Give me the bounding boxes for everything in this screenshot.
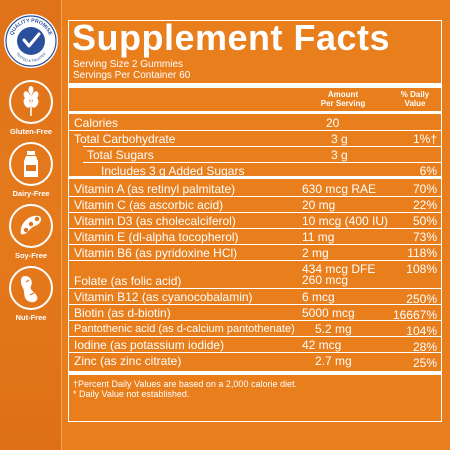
nutrient-amount: 10 mcg (400 IU)	[302, 214, 389, 228]
soybean-icon	[20, 215, 42, 235]
gluten-free-badge	[9, 80, 53, 124]
nutrient-amount: 20 mg	[302, 198, 336, 212]
nutrient-amount: 630 mcg RAE	[302, 182, 377, 196]
servings-per-container: Servings Per Container 60	[73, 70, 191, 81]
nutrient-name: Includes 3 g Added Sugars	[101, 164, 245, 178]
nutrient-name: Calories	[74, 116, 119, 130]
milk-bottle-icon	[24, 151, 38, 177]
nutrient-amount: 20	[326, 116, 340, 130]
soy-free-badge	[9, 204, 53, 248]
nutrient-amount: 3 g	[331, 148, 348, 162]
nutrient-name: Folate (as folic acid)	[74, 274, 182, 288]
nutrient-row: Calories 20	[69, 115, 441, 131]
nutrient-daily-value: 25%	[412, 356, 437, 370]
nutrient-amount: 2 mg	[302, 246, 329, 260]
nutrient-name: Total Sugars	[87, 148, 154, 162]
nutrient-daily-value: 6%	[419, 164, 437, 178]
nutrient-row: Vitamin B12 (as cyanocobalamin) 6 mcg 25…	[69, 289, 441, 306]
nutrient-daily-value: 73%	[412, 230, 437, 244]
daily-value-header: % Daily Value	[390, 90, 440, 108]
nutrient-name: Total Carbohydrate	[74, 132, 176, 146]
nutrient-amount: 5.2 mg	[315, 322, 352, 336]
nutrient-amount: 3 g	[331, 132, 348, 146]
dv-header-line-2: Value	[404, 98, 426, 108]
footer-rule	[69, 371, 441, 375]
nutrient-row: Vitamin D3 (as cholecalciferol) 10 mcg (…	[69, 213, 441, 229]
nutrient-name: Zinc (as zinc citrate)	[74, 354, 182, 368]
svg-text:TESTED & TRUSTED: TESTED & TRUSTED	[15, 51, 47, 63]
nutrient-row: Pantothenic acid (as d-calcium pantothen…	[69, 321, 441, 338]
nutrient-daily-value: 50%	[412, 214, 437, 228]
nut-free-badge	[9, 266, 53, 310]
amount-header-line-2: Per Serving	[320, 98, 366, 108]
nutrient-row: Vitamin C (as ascorbic acid) 20 mg 22%	[69, 197, 441, 213]
nutrient-name: Vitamin B6 (as pyridoxine HCl)	[74, 246, 238, 260]
nutrient-daily-value: 16667%	[392, 308, 437, 322]
nutrient-daily-value: 250%	[406, 292, 437, 306]
nutrient-row: Zinc (as zinc citrate) 2.7 mg 25%	[69, 353, 441, 370]
header-rule	[69, 83, 441, 88]
nutrient-daily-value: 70%	[412, 182, 437, 196]
nutrient-name: Vitamin E (dl-alpha tocopherol)	[74, 230, 239, 244]
dairy-free-label: Dairy-Free	[12, 189, 50, 198]
peanut-icon	[20, 276, 38, 303]
nutrient-amount: 11 mg	[302, 230, 335, 244]
footnote-not-established: * Daily Value not established.	[73, 389, 190, 399]
nutrient-name: Vitamin A (as retinyl palmitate)	[74, 182, 236, 196]
serving-size: Serving Size 2 Gummies	[73, 59, 184, 70]
nutrient-name: Vitamin B12 (as cyanocobalamin)	[74, 290, 253, 304]
svg-text:QUALITY PROMISE: QUALITY PROMISE	[9, 18, 53, 37]
nutrient-row: 434 mcg DFE 108% Folate (as folic acid) …	[69, 261, 441, 289]
quality-promise-seal: QUALITY PROMISE TESTED & TRUSTED	[4, 14, 58, 68]
nutrient-daily-value: 22%	[412, 198, 437, 212]
nutrient-daily-value: 104%	[406, 324, 437, 338]
nutrient-amount: 42 mcg	[302, 338, 342, 352]
seal-subtext: TESTED & TRUSTED	[15, 51, 47, 63]
seal-lettering: QUALITY PROMISE TESTED & TRUSTED	[9, 18, 53, 63]
amount-header-line-1: Amount	[327, 90, 359, 99]
nutrient-amount: 434 mcg DFE	[302, 262, 376, 276]
allergen-strip: QUALITY PROMISE TESTED & TRUSTED Gluten-…	[0, 0, 62, 450]
column-header-rule	[69, 111, 441, 114]
seal-text: QUALITY PROMISE	[9, 18, 53, 37]
nutrient-name: Pantothenic acid (as d-calcium pantothen…	[74, 323, 295, 335]
nutrient-row: Iodine (as potassium iodide) 42 mcg 28%	[69, 337, 441, 354]
nutrient-amount-secondary: 260 mcg	[302, 273, 349, 287]
dv-header-line-1: % Daily	[400, 90, 430, 99]
nutrient-amount: 2.7 mg	[315, 354, 352, 368]
nutrient-row: Total Sugars 3 g	[69, 147, 441, 163]
footnote-daily-values: †Percent Daily Values are based on a 2,0…	[73, 379, 297, 389]
nutrient-daily-value: 108%	[406, 262, 437, 276]
soy-free-label: Soy-Free	[14, 251, 48, 260]
nutrient-name: Vitamin C (as ascorbic acid)	[74, 198, 224, 212]
panel-title: Supplement Facts	[72, 17, 391, 58]
nutrient-name: Vitamin D3 (as cholecalciferol)	[74, 214, 236, 228]
nutrient-name: Biotin (as d-biotin)	[74, 306, 171, 320]
nutrient-row: Vitamin B6 (as pyridoxine HCl) 2 mg 118%	[69, 245, 441, 261]
nutrient-row: Vitamin A (as retinyl palmitate) 630 mcg…	[69, 181, 441, 197]
nutrient-row: Includes 3 g Added Sugars 6%	[69, 163, 441, 179]
nutrient-daily-value: 1%†	[412, 132, 437, 146]
dairy-free-badge	[9, 142, 53, 186]
nutrient-row: Vitamin E (dl-alpha tocopherol) 11 mg 73…	[69, 229, 441, 245]
amount-per-serving-header: Amount Per Serving	[298, 90, 388, 108]
nutrient-amount: 6 mcg	[302, 290, 335, 304]
nutrient-row: Total Carbohydrate 3 g 1%†	[69, 131, 441, 147]
nutrient-daily-value: 28%	[412, 340, 437, 354]
nutrient-row: Biotin (as d-biotin) 5000 mcg 16667%	[69, 305, 441, 322]
nut-free-label: Nut-Free	[15, 313, 47, 322]
supplement-facts-panel	[68, 20, 442, 422]
nutrient-name: Iodine (as potassium iodide)	[74, 338, 225, 352]
nutrient-daily-value: 118%	[407, 246, 437, 260]
quality-seal-graphic	[5, 15, 57, 67]
gluten-free-label: Gluten-Free	[9, 127, 53, 136]
wheat-icon	[23, 86, 39, 116]
nutrient-amount: 5000 mcg	[302, 306, 355, 320]
